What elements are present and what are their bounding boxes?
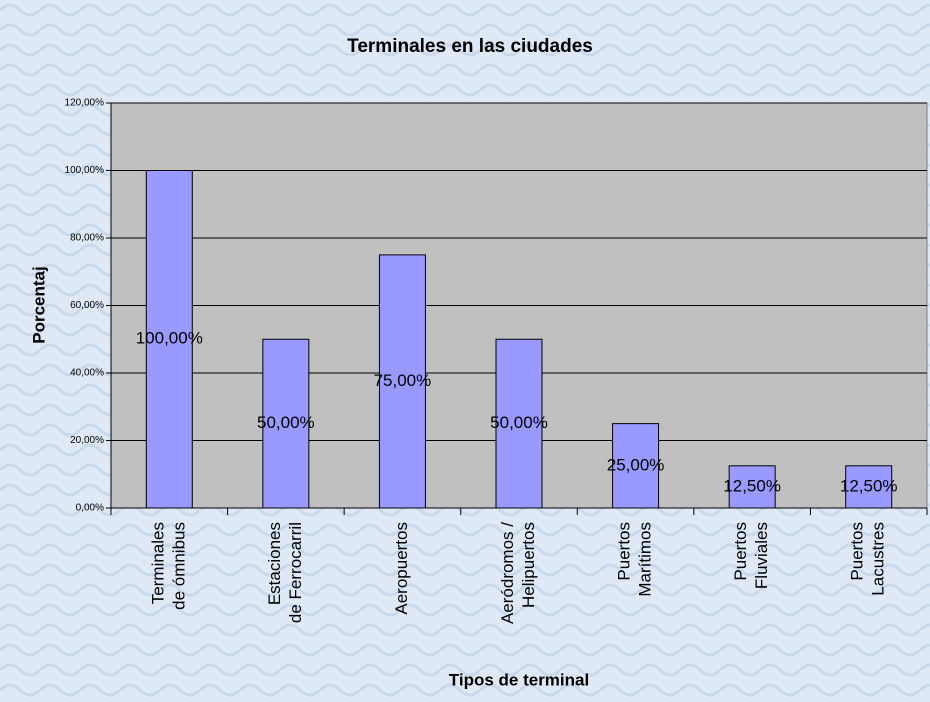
y-tick-label: 120,00%: [65, 98, 105, 109]
x-tick-label: Aeródromos /: [498, 522, 517, 624]
bar: [845, 465, 893, 509]
value-label: 50,00%: [257, 413, 315, 432]
x-axis-label: Tipos de terminal: [449, 670, 589, 689]
x-tick-label: Marítimos: [636, 522, 655, 597]
bar: [728, 465, 776, 509]
x-tick-label: Puertos: [731, 522, 750, 581]
x-tick-label: Puertos: [848, 522, 867, 581]
y-tick-label: 40,00%: [70, 368, 104, 379]
bar: [262, 338, 310, 509]
y-tick-label: 80,00%: [70, 233, 104, 244]
x-tick-label: Aeropuertos: [392, 522, 411, 615]
value-label: 12,50%: [723, 476, 781, 495]
bar: [495, 338, 543, 509]
value-label: 12,50%: [840, 476, 898, 495]
y-tick-label: 20,00%: [70, 435, 104, 446]
value-label: 75,00%: [374, 371, 432, 390]
x-tick-label: Fluviales: [752, 522, 771, 589]
x-tick-label: de Ferrocarril: [286, 522, 305, 623]
value-label: 100,00%: [136, 329, 203, 348]
bar: [378, 254, 426, 509]
bar: [612, 423, 660, 509]
x-tick-label: Estaciones: [265, 522, 284, 605]
chart-title: Terminales en las ciudades: [347, 36, 593, 57]
value-label: 25,00%: [607, 455, 665, 474]
x-tick-label: de ómnibus: [169, 522, 188, 610]
y-axis-label: Porcentaj: [29, 266, 48, 343]
x-tick-label: Puertos: [615, 522, 634, 581]
value-label: 50,00%: [490, 413, 548, 432]
x-tick-label: Terminales: [148, 522, 167, 604]
bar: [145, 170, 193, 509]
x-tick-label: Helipuertos: [519, 522, 538, 608]
x-tick-label: Lacustres: [869, 522, 888, 596]
y-tick-label: 60,00%: [70, 300, 104, 311]
y-tick-label: 0,00%: [76, 503, 104, 514]
y-tick-label: 100,00%: [65, 165, 105, 176]
